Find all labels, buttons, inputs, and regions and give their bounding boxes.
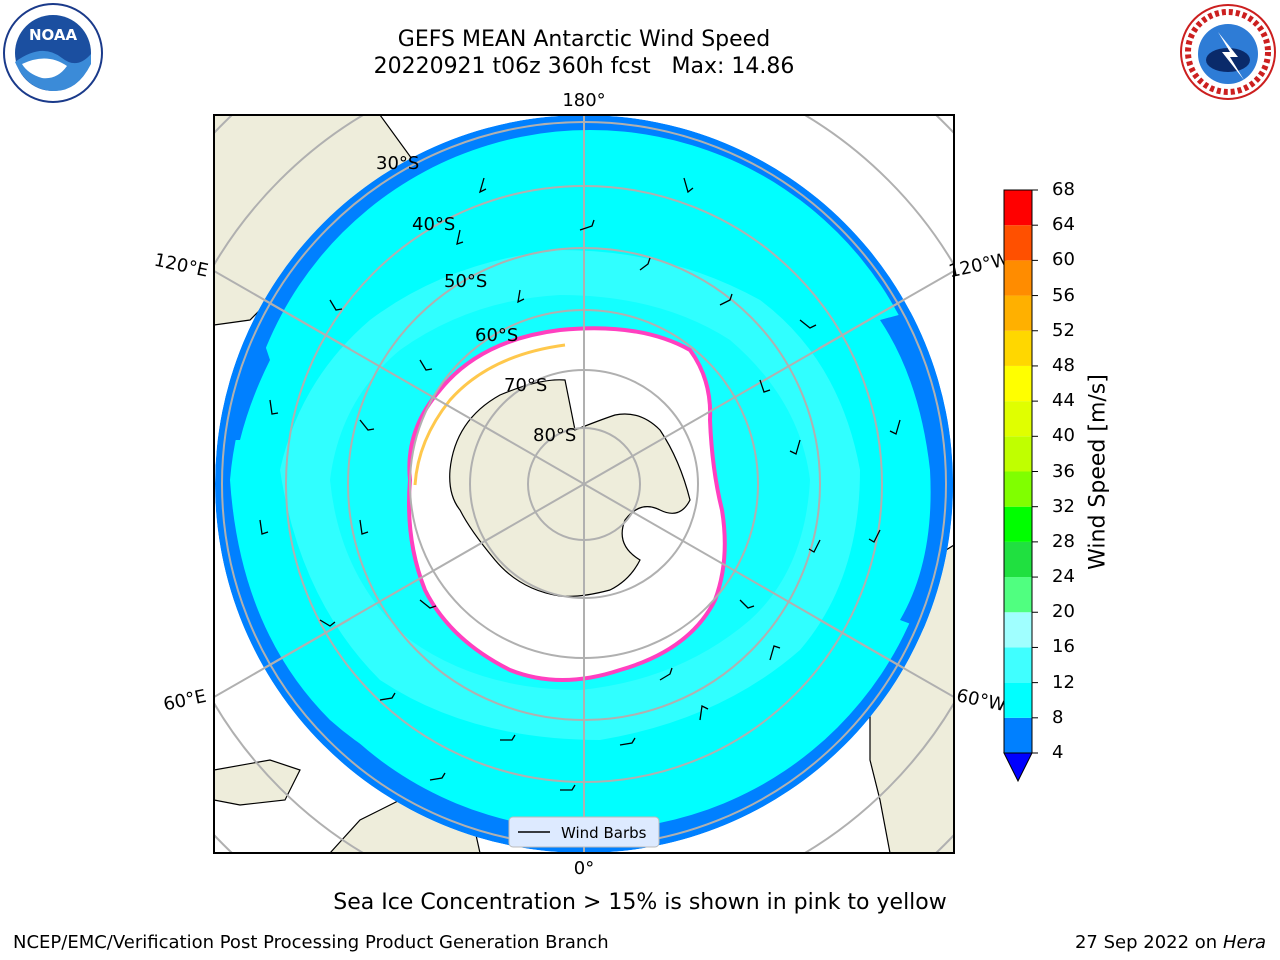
colorbar-segment [1004, 682, 1032, 718]
run-date: 27 Sep 2022 on Hera [1075, 932, 1266, 953]
colorbar-tick-label: 24 [1052, 566, 1075, 588]
colorbar-title: Wind Speed [m/s] [1085, 374, 1111, 570]
lat-label-40s: 40°S [412, 214, 455, 235]
colorbar-extend-arrow [1003, 752, 1033, 783]
colorbar-segment [1004, 471, 1032, 507]
chart-subtitle: 20220921 t06z 360h fcst Max: 14.86 [373, 54, 795, 79]
map-frame [213, 114, 955, 854]
colorbar-segment [1004, 717, 1032, 753]
map-legend: Wind Barbs [508, 816, 660, 848]
lat-label-30s: 30°S [376, 153, 419, 174]
colorbar-segment [1004, 365, 1032, 402]
nws-logo [1180, 4, 1276, 100]
lat-label-70s: 70°S [504, 375, 547, 396]
colorbar-tick-label: 44 [1052, 390, 1075, 412]
credit-text: NCEP/EMC/Verification Post Processing Pr… [13, 932, 609, 953]
sea-ice-footnote: Sea Ice Concentration > 15% is shown in … [333, 890, 947, 915]
colorbar-tick-label: 4 [1052, 742, 1064, 763]
run-date-text: 27 Sep 2022 on [1074, 932, 1218, 953]
colorbar-segment [1004, 330, 1032, 366]
antarctica [407, 326, 727, 682]
lat-label-80s: 80°S [533, 425, 576, 446]
colorbar-segment [1004, 401, 1032, 437]
chart-title: GEFS MEAN Antarctic Wind Speed [397, 27, 771, 52]
lon-label-0: 0° [574, 858, 594, 879]
colorbar-segment [1004, 577, 1032, 613]
graticule-outer [214, 115, 954, 853]
colorbar-segment [1004, 506, 1032, 542]
lon-label-180: 180° [562, 90, 605, 111]
run-machine: Hera [1222, 932, 1266, 953]
colorbar-tick-label: 12 [1052, 671, 1075, 693]
lon-label-120w: 120°W [947, 249, 1011, 282]
noaa-logo-text: NOAA [29, 26, 78, 44]
colorbar-tick-label: 28 [1052, 530, 1075, 552]
lat-label-60s: 60°S [475, 325, 518, 346]
colorbar-tick-label: 56 [1052, 284, 1075, 306]
colorbar-segment [1004, 295, 1032, 331]
colorbar-tick-label: 32 [1052, 495, 1075, 517]
lon-label-120e: 120°E [152, 250, 210, 282]
colorbar-tick-label: 8 [1052, 706, 1064, 728]
colorbar-segment [1004, 436, 1032, 472]
noaa-logo: NOAA [3, 3, 103, 103]
colorbar-tick-label: 36 [1052, 460, 1075, 482]
colorbar-segment [1004, 225, 1032, 261]
lat-label-50s: 50°S [444, 271, 487, 292]
latitude-labels: 30°S 40°S 50°S 60°S 70°S 80°S [376, 153, 576, 446]
colorbar-tick-label: 16 [1052, 636, 1075, 658]
lon-label-60w: 60°W [955, 685, 1008, 716]
colorbar-segment [1004, 541, 1032, 578]
colorbar-tick-label: 40 [1052, 425, 1075, 447]
colorbar-segment [1004, 612, 1032, 648]
wind-barbs [259, 177, 901, 791]
colorbar-tick-label: 52 [1052, 319, 1075, 341]
colorbar [1003, 189, 1038, 783]
colorbar-segment [1004, 647, 1032, 683]
colorbar-tick-label: 60 [1052, 249, 1075, 271]
colorbar-tick-label: 48 [1052, 354, 1075, 376]
colorbar-segment [1004, 260, 1032, 296]
legend-label: Wind Barbs [561, 824, 647, 842]
colorbar-tick-label: 20 [1052, 601, 1075, 623]
colorbar-segment [1004, 190, 1032, 226]
colorbar-tick-label: 68 [1052, 179, 1075, 200]
lon-label-60e: 60°E [162, 686, 209, 716]
colorbar-tick-label: 64 [1052, 214, 1075, 236]
